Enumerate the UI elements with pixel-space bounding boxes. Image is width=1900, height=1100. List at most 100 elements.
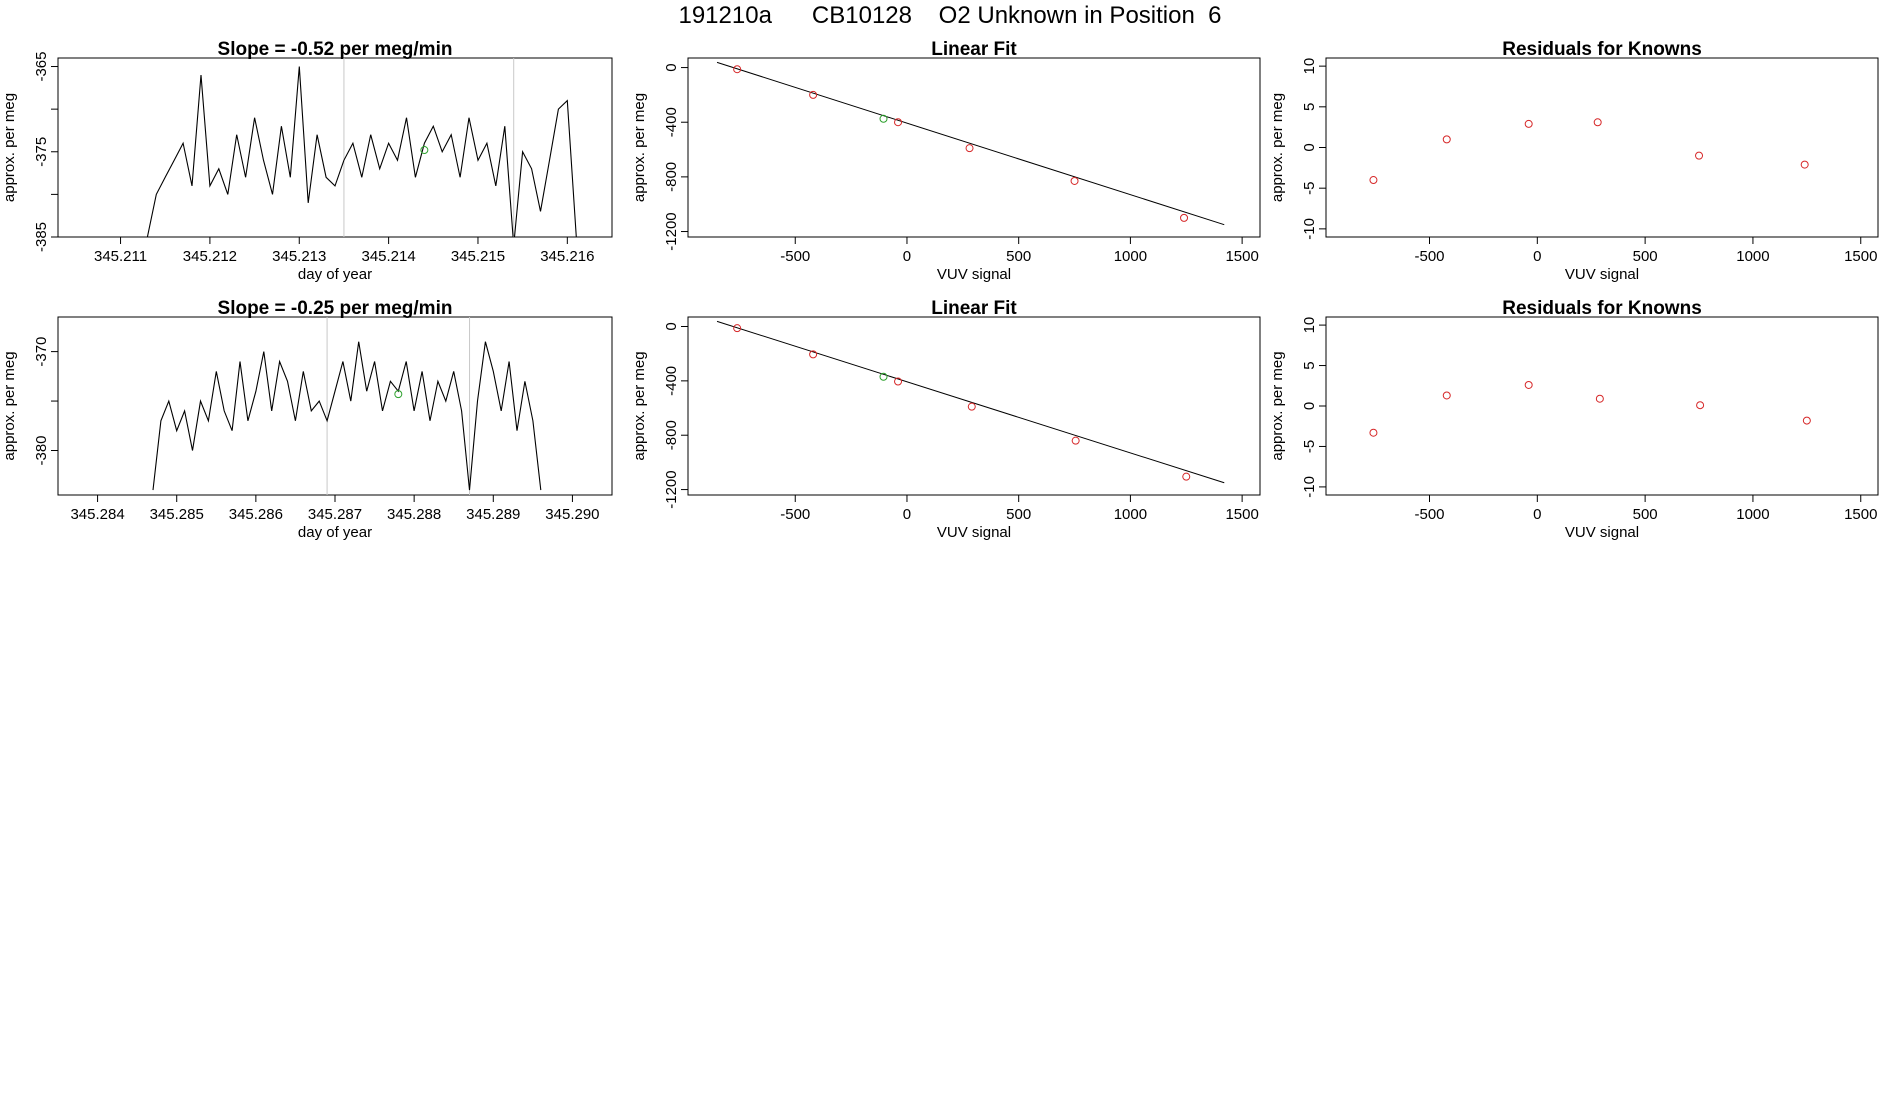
x-axis-label: VUV signal [1565,524,1639,541]
chart-title: Linear Fit [931,39,1017,60]
chart-title: Residuals for Knowns [1502,298,1702,319]
plot-area [1369,380,1811,437]
x-tick-label: 500 [1633,506,1658,523]
plot-frame [1325,316,1879,496]
known-point [894,377,903,386]
known-point [1696,401,1705,410]
x-tick-label: 345.290 [545,506,599,523]
unknown-point [420,146,429,155]
x-tick-label: 345.285 [150,506,204,523]
chart-res1: Residuals for Knowns -500 0 500 1000 1500 -10 -… [1269,39,1879,283]
unknown-point [394,390,403,399]
y-tick-label: 10 [1301,58,1318,75]
x-tick-label: 500 [1006,248,1031,265]
x-tick-label: 0 [903,506,911,523]
known-point [1442,135,1451,144]
plot-frame [57,57,613,238]
y-tick-label: 0 [663,63,680,71]
fit-line [716,61,1225,226]
known-point [1071,436,1080,445]
known-point [1070,176,1079,185]
x-tick-label: 345.213 [272,248,326,265]
y-tick-label: 0 [663,322,680,330]
known-point [1369,428,1378,437]
x-tick-label: 1500 [1844,506,1877,523]
x-axis-label: day of year [298,266,372,283]
plot-frame [1325,57,1879,238]
chart-title: Residuals for Knowns [1502,39,1702,60]
x-tick-label: 345.286 [229,506,283,523]
x-tick-label: 1000 [1736,506,1769,523]
known-point [1800,160,1809,169]
x-tick-label: 345.287 [308,506,362,523]
x-tick-label: 500 [1006,506,1031,523]
y-tick-label: 5 [1301,103,1318,111]
known-point [1182,472,1191,481]
x-tick-label: 0 [1533,506,1541,523]
x-tick-label: 1500 [1225,248,1258,265]
y-tick-label: 0 [1301,143,1318,151]
y-axis-label: approx. per meg [1,351,18,460]
x-tick-label: 0 [903,248,911,265]
x-tick-label: 1000 [1114,506,1147,523]
known-point [1593,118,1602,127]
y-tick-label: -10 [1301,218,1318,240]
known-point [733,65,742,74]
chart-ts1: Slope = -0.52 per meg/min 345.211 345.212 3… [1,39,613,283]
known-point [1524,119,1533,128]
plot-area [716,61,1225,226]
page-title: 191210a CB10128 O2 Unknown in Position 6 [678,2,1222,29]
y-tick-label: -1200 [663,212,680,250]
plot-area [146,58,577,237]
plot-frame [687,316,1261,496]
unknown-point [879,114,888,123]
x-tick-label: 345.215 [451,248,505,265]
y-tick-label: -5 [1301,440,1318,453]
chart-title: Slope = -0.52 per meg/min [218,39,453,60]
chart-ts2: Slope = -0.25 per meg/min 345.284 345.285 3… [1,298,613,541]
y-tick-label: -400 [663,107,680,137]
y-axis-label: approx. per meg [631,351,648,460]
plot-frame [687,57,1261,238]
x-tick-label: -500 [780,248,810,265]
y-tick-label: -370 [33,337,50,367]
known-point [1442,391,1451,400]
series-line [146,66,577,237]
known-point [1695,151,1704,160]
chart-title: Linear Fit [931,298,1017,319]
y-tick-label: -365 [33,52,50,82]
y-axis-label: approx. per meg [1269,351,1286,460]
x-tick-label: 1500 [1225,506,1258,523]
x-axis-label: VUV signal [937,266,1011,283]
y-tick-label: -375 [33,137,50,167]
known-point [1524,380,1533,389]
y-tick-label: 0 [1301,402,1318,410]
known-point [894,118,903,127]
fit-line [716,320,1225,484]
x-axis-label: VUV signal [1565,266,1639,283]
y-axis-label: approx. per meg [1269,93,1286,202]
y-axis-label: approx. per meg [631,93,648,202]
chart-res2: Residuals for Knowns -500 0 500 1000 1500 -10 -… [1269,298,1879,541]
chart-fit2: Linear Fit -500 0 500 1000 1500 0 -400 -800 -1200… [631,298,1261,541]
plot-area [1369,118,1809,185]
y-tick-label: -380 [33,435,50,465]
y-tick-label: -800 [663,162,680,192]
chart-title: Slope = -0.25 per meg/min [218,298,453,319]
x-axis-label: VUV signal [937,524,1011,541]
known-point [967,402,976,411]
y-tick-label: -385 [33,222,50,252]
y-tick-label: 5 [1301,361,1318,369]
unknown-point [879,372,888,381]
x-tick-label: -500 [1414,506,1444,523]
x-tick-label: 345.288 [387,506,441,523]
known-point [965,144,974,153]
known-point [809,90,818,99]
y-tick-label: -1200 [663,470,680,508]
y-axis-label: approx. per meg [1,93,18,202]
x-tick-label: 500 [1633,248,1658,265]
x-tick-label: 1500 [1844,248,1877,265]
x-tick-label: 345.212 [183,248,237,265]
known-point [1595,394,1604,403]
